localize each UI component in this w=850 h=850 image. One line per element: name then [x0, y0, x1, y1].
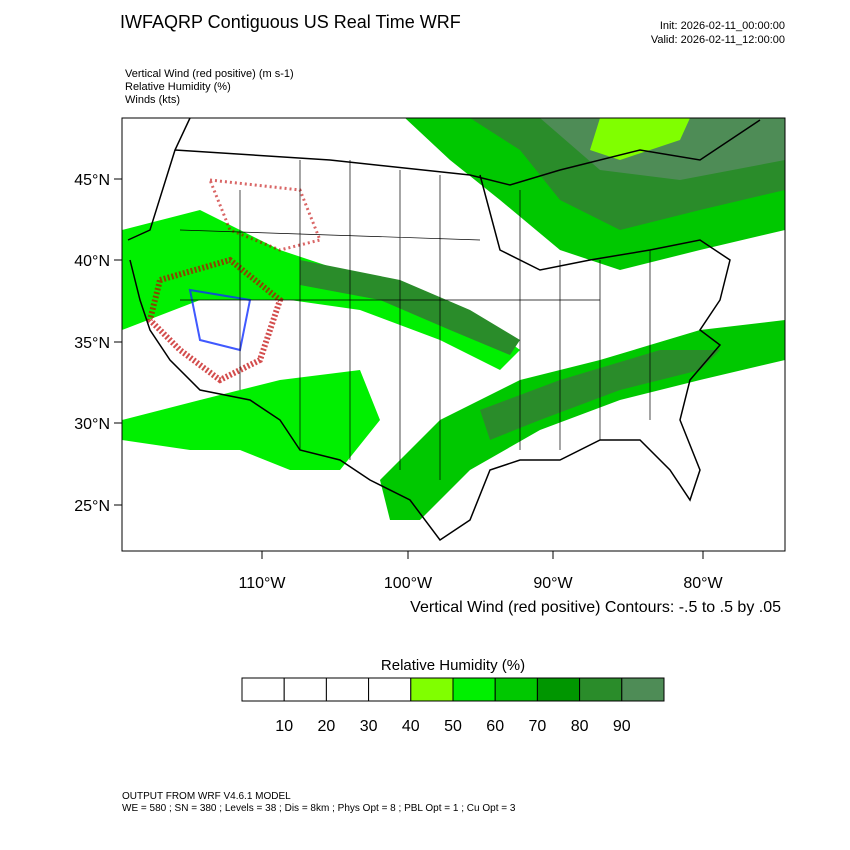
valid-time: Valid: 2026-02-11_12:00:00 [651, 34, 785, 46]
lon-label: 90°W [533, 575, 573, 592]
colorbar-title: Relative Humidity (%) [381, 657, 525, 674]
lat-labels: 45°N 40°N 35°N 30°N 25°N [74, 172, 110, 515]
field-label: Vertical Wind (red positive) (m s-1) [125, 68, 294, 80]
map-frame [121, 117, 786, 552]
title: IWFAQRP Contiguous US Real Time WRF [120, 12, 461, 32]
colorbar-box [494, 677, 538, 702]
lon-label: 80°W [683, 575, 723, 592]
lon-labels: 110°W 100°W 90°W 80°W [238, 575, 723, 592]
lat-label: 25°N [74, 498, 110, 515]
colorbar-box [452, 677, 496, 702]
map-ticks [114, 178, 704, 559]
footer-line: WE = 580 ; SN = 380 ; Levels = 38 ; Dis … [122, 803, 516, 814]
colorbar-label: 40 [402, 718, 420, 735]
colorbar-box [579, 677, 623, 702]
lat-label: 35°N [74, 335, 110, 352]
colorbar-label: 70 [529, 718, 547, 735]
contour-caption: Vertical Wind (red positive) Contours: -… [410, 599, 781, 616]
map-field [122, 118, 785, 551]
colorbar-label: 80 [571, 718, 589, 735]
colorbar-box [283, 677, 327, 702]
colorbar-box [536, 677, 581, 702]
field-label: Relative Humidity (%) [125, 81, 231, 93]
lat-label: 45°N [74, 172, 110, 189]
colorbar-box [410, 677, 454, 702]
colorbar-label: 10 [275, 718, 293, 735]
colorbar: 10 20 30 40 50 60 70 80 90 [241, 677, 665, 735]
field-label: Winds (kts) [125, 94, 180, 106]
colorbar-label: 20 [318, 718, 336, 735]
colorbar-label: 60 [486, 718, 504, 735]
colorbar-label: 30 [360, 718, 378, 735]
colorbar-box [368, 677, 412, 702]
init-time: Init: 2026-02-11_00:00:00 [660, 20, 785, 32]
lon-label: 110°W [238, 575, 286, 592]
colorbar-box [325, 677, 370, 702]
colorbar-box [241, 677, 285, 702]
colorbar-label: 50 [444, 718, 462, 735]
lat-label: 40°N [74, 253, 110, 270]
lon-label: 100°W [384, 575, 433, 592]
colorbar-label: 90 [613, 718, 631, 735]
lat-label: 30°N [74, 416, 110, 433]
colorbar-box [621, 677, 665, 702]
footer-line: OUTPUT FROM WRF V4.6.1 MODEL [122, 791, 291, 802]
